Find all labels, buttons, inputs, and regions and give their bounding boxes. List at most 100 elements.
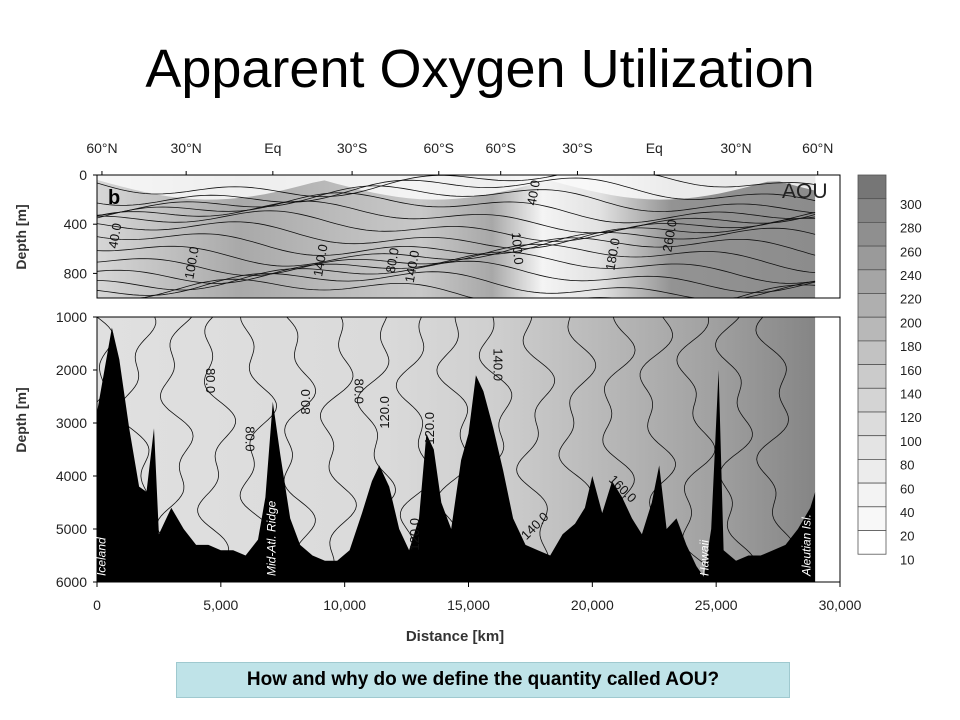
region-label: Iceland <box>95 537 109 576</box>
contour-label: 80.0 <box>383 247 402 275</box>
latitude-label: Eq <box>646 140 663 156</box>
colorbar-label: 180 <box>900 339 922 354</box>
contour-label: 80.0 <box>243 426 258 451</box>
x-tick-label: 5,000 <box>203 597 238 613</box>
contour-label: 260.0 <box>659 218 679 253</box>
contour-line <box>319 317 357 582</box>
colorbar-label: 40 <box>900 505 914 520</box>
y-tick-label-bottom: 5000 <box>56 521 87 537</box>
contour-line <box>97 227 816 256</box>
colorbar-swatch <box>857 482 887 508</box>
y-axis-label-bottom: Depth [m] <box>13 387 29 452</box>
colorbar-label: 60 <box>900 481 914 496</box>
colorbar-label: 80 <box>900 458 914 473</box>
contour-label: 80.0 <box>298 389 313 414</box>
upper-depth-panel <box>97 175 840 298</box>
colorbar-label: 260 <box>900 244 922 259</box>
land-gap <box>815 317 840 582</box>
colorbar-label: 120 <box>900 410 922 425</box>
contour-label: 120.0 <box>407 518 422 551</box>
contour-line <box>97 260 816 293</box>
colorbar-label: 160 <box>900 363 922 378</box>
region-label: Aleutian Isl. <box>799 514 813 577</box>
question-box: How and why do we define the quantity ca… <box>176 662 790 698</box>
colorbar-swatch <box>857 506 887 531</box>
contour-line <box>97 278 816 298</box>
y-axis-label-top: Depth [m] <box>13 204 29 269</box>
contour-label: 120.0 <box>422 412 437 445</box>
colorbar-swatch <box>857 411 887 437</box>
seafloor-topography <box>97 327 816 582</box>
contour-label: 120.0 <box>377 396 392 429</box>
latitude-label: 60°S <box>424 140 455 156</box>
latitude-label: 60°S <box>485 140 516 156</box>
contour-label: 80.0 <box>352 379 367 404</box>
colorbar-swatch <box>857 340 887 365</box>
colorbar-swatch <box>857 198 887 223</box>
colorbar-swatch <box>857 221 887 247</box>
region-label: Hawaii <box>698 540 712 576</box>
colorbar-swatch <box>857 269 887 294</box>
contour-label: 140.0 <box>310 243 330 278</box>
y-tick-label-top: 400 <box>64 216 88 232</box>
slide-title: Apparent Oxygen Utilization <box>145 39 815 99</box>
y-tick-label-bottom: 3000 <box>56 415 87 431</box>
colorbar-label: 300 <box>900 197 922 212</box>
upper-surface-layer <box>97 175 816 200</box>
contour-line <box>97 243 816 276</box>
contour-line <box>97 271 816 298</box>
colorbar-label: 200 <box>900 315 922 330</box>
latitude-label: 30°N <box>171 140 202 156</box>
colorbar-swatch <box>857 245 887 271</box>
contour-line <box>715 317 756 582</box>
contour-label: 140.0 <box>402 249 422 284</box>
colorbar-label: 240 <box>900 268 922 283</box>
latitude-label: 30°N <box>720 140 751 156</box>
y-tick-label-bottom: 1000 <box>56 309 87 325</box>
colorbar-label: 20 <box>900 529 914 544</box>
contour-line <box>755 317 796 582</box>
contour-line <box>97 200 816 234</box>
colorbar-label: 280 <box>900 221 922 236</box>
y-tick-label-top: 800 <box>64 265 88 281</box>
contour-line <box>197 317 237 582</box>
colorbar-label: 220 <box>900 292 922 307</box>
x-tick-label: 25,000 <box>695 597 738 613</box>
colorbar-swatch <box>857 387 887 413</box>
latitude-label: 60°N <box>802 140 833 156</box>
contour-line <box>97 251 816 284</box>
contour-label: 40.0 <box>105 222 124 250</box>
contour-line <box>97 210 816 242</box>
contour-line <box>516 317 556 582</box>
colorbar-swatch <box>857 364 887 389</box>
contour-label: 100.0 <box>509 232 527 266</box>
colorbar-swatch <box>857 530 887 555</box>
lower-depth-panel <box>97 317 840 582</box>
contour-label: 40.0 <box>524 179 543 207</box>
land-gap <box>815 175 840 298</box>
colorbar-swatch <box>857 293 887 318</box>
contour-line <box>97 192 816 224</box>
colorbar-swatch <box>857 316 887 342</box>
contour-label: 180.0 <box>602 237 622 272</box>
contour-label: 140.0 <box>490 348 505 381</box>
y-tick-label-bottom: 2000 <box>56 362 87 378</box>
colorbar-swatch <box>857 458 887 484</box>
colorbar-label: 100 <box>900 434 922 449</box>
contour-line <box>97 317 114 537</box>
colorbar-label: 10 <box>900 552 914 567</box>
x-tick-label: 0 <box>93 597 101 613</box>
contour-line <box>97 185 816 216</box>
panel-label: b <box>108 187 120 209</box>
latitude-label: 30°S <box>337 140 368 156</box>
contour-line <box>97 175 816 198</box>
colorbar-label: 140 <box>900 386 922 401</box>
contour-line <box>97 217 816 249</box>
latitude-label: Eq <box>264 140 281 156</box>
latitude-label: 60°N <box>86 140 117 156</box>
x-axis-label: Distance [km] <box>406 628 504 645</box>
x-tick-label: 30,000 <box>819 597 862 613</box>
x-tick-label: 10,000 <box>323 597 366 613</box>
colorbar: 300 280 260 240 220 200 180 160 140 120 100 80 60 40 2… <box>857 174 922 567</box>
